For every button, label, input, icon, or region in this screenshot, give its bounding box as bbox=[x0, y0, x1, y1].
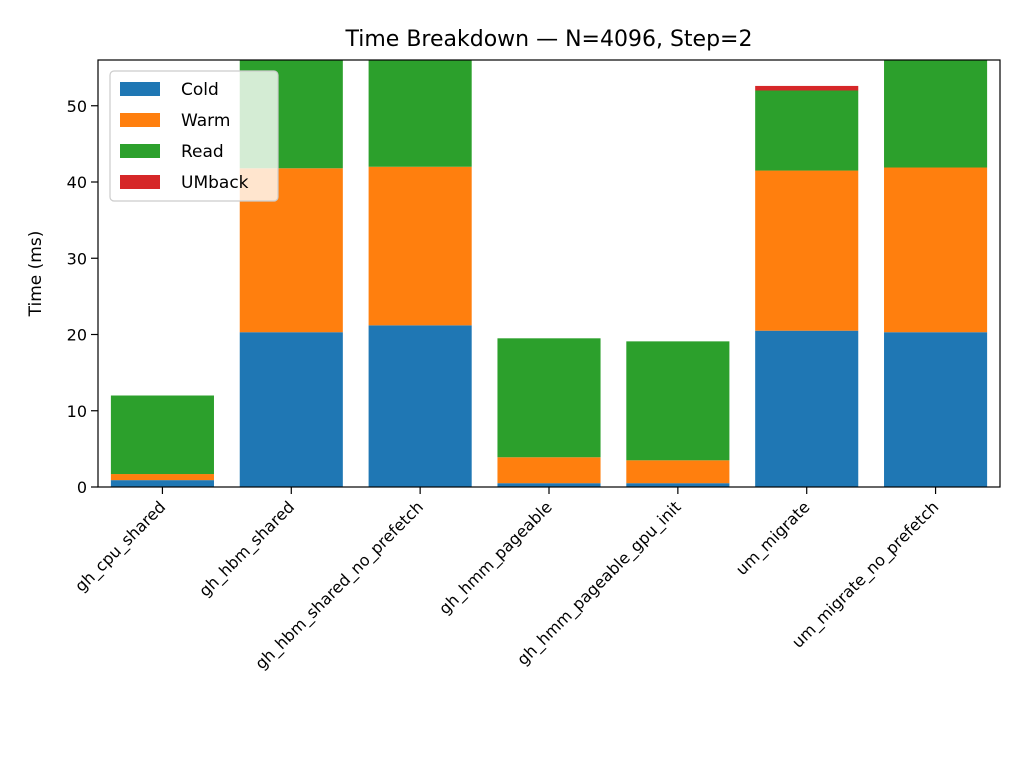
y-tick-label: 20 bbox=[67, 326, 87, 345]
bar-warm-um_migrate bbox=[755, 170, 859, 331]
x-tick-label: gh_hbm_shared bbox=[195, 497, 299, 601]
bar-cold-um_migrate bbox=[755, 330, 859, 487]
bars bbox=[110, 60, 988, 487]
y-axis: 0 10 20 30 40 50 bbox=[67, 97, 98, 497]
legend: Cold Warm Read UMback bbox=[109, 70, 279, 202]
bar-warm-gh_hmm_pageable bbox=[497, 457, 601, 484]
bar-warm-gh_hmm_pageable_gpu_init bbox=[626, 460, 730, 484]
bar-read-um_migrate_no_prefetch bbox=[884, 60, 988, 168]
bar-read-gh_hmm_pageable bbox=[497, 338, 601, 458]
bar-read-um_migrate bbox=[755, 90, 859, 171]
y-axis-label: Time (ms) bbox=[26, 231, 46, 318]
x-tick-label: gh_hmm_pageable bbox=[435, 497, 557, 619]
bar-read-gh_hbm_shared_no_prefetch bbox=[368, 60, 472, 167]
y-tick-label: 10 bbox=[67, 402, 87, 421]
bar-cold-gh_hmm_pageable_gpu_init bbox=[626, 483, 730, 487]
legend-swatch-cold bbox=[120, 82, 160, 96]
bar-cold-gh_hmm_pageable bbox=[497, 483, 601, 487]
legend-frame bbox=[109, 70, 279, 202]
bar-cold-um_migrate_no_prefetch bbox=[884, 332, 988, 487]
x-tick-label: um_migrate bbox=[732, 497, 814, 579]
y-tick-label: 40 bbox=[67, 173, 87, 192]
y-tick-label: 50 bbox=[67, 97, 87, 116]
x-tick-label: gh_cpu_shared bbox=[71, 497, 170, 596]
bar-umback-um_migrate bbox=[755, 85, 859, 91]
bar-cold-gh_hbm_shared_no_prefetch bbox=[368, 325, 472, 487]
legend-label: Warm bbox=[181, 111, 230, 131]
legend-swatch-warm bbox=[120, 113, 160, 127]
bar-cold-gh_cpu_shared bbox=[110, 480, 214, 487]
bar-warm-um_migrate_no_prefetch bbox=[884, 167, 988, 333]
bar-read-gh_cpu_shared bbox=[110, 395, 214, 475]
bar-warm-gh_hbm_shared_no_prefetch bbox=[368, 166, 472, 326]
y-tick-label: 30 bbox=[67, 249, 87, 268]
x-axis: gh_cpu_shared gh_hbm_sharedgh_hbm_shared_… bbox=[71, 487, 943, 674]
bar-read-gh_hmm_pageable_gpu_init bbox=[626, 341, 730, 461]
x-tick-label: um_migrate_no_prefetch bbox=[788, 497, 943, 652]
bar-cold-gh_hbm_shared bbox=[239, 332, 343, 487]
legend-swatch-read bbox=[120, 144, 160, 158]
legend-swatch-umback bbox=[120, 175, 160, 189]
bar-warm-gh_cpu_shared bbox=[110, 474, 214, 481]
legend-label: UMback bbox=[181, 173, 249, 193]
y-tick-label: 0 bbox=[77, 478, 87, 497]
legend-label: Cold bbox=[181, 80, 219, 100]
legend-label: Read bbox=[181, 142, 224, 162]
chart-title: Time Breakdown — N=4096, Step=2 bbox=[345, 27, 753, 52]
